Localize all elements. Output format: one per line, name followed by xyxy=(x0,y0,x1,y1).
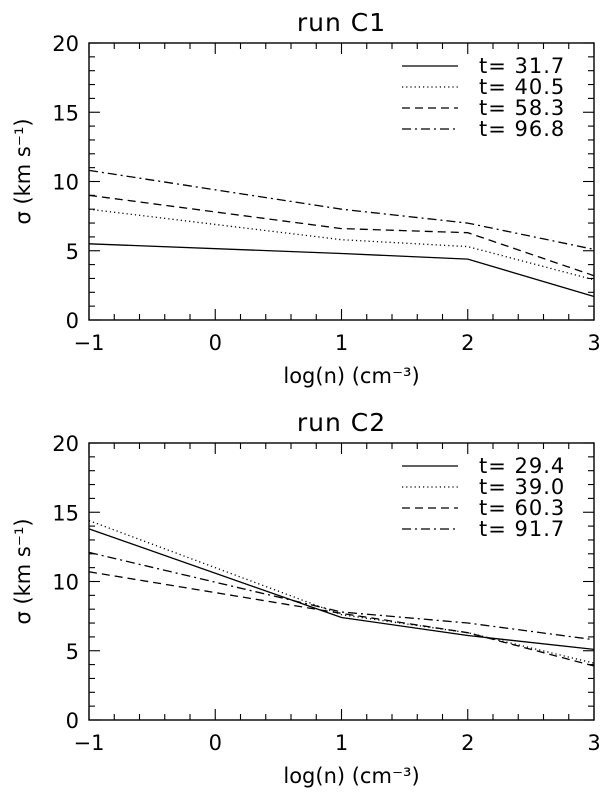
series-line-dashdot xyxy=(88,551,595,641)
x-tick-label: 0 xyxy=(209,731,222,755)
chart-title: run C2 xyxy=(297,408,386,437)
chart-title: run C1 xyxy=(297,8,386,37)
y-tick-label: 20 xyxy=(52,432,79,456)
x-tick-label: 2 xyxy=(461,731,474,755)
series-line-solid xyxy=(88,243,595,298)
x-axis-label: log(n) (cm⁻³) xyxy=(283,764,419,788)
y-axis-label: σ (km s⁻¹) xyxy=(11,518,35,624)
y-tick-label: 0 xyxy=(66,709,79,733)
y-tick-label: 5 xyxy=(66,640,79,664)
y-axis-label: σ (km s⁻¹) xyxy=(11,118,35,224)
legend-entry: t= 91.7 xyxy=(479,517,565,541)
x-tick-label: −1 xyxy=(74,731,105,755)
y-tick-label: 10 xyxy=(52,571,79,595)
series-line-dotted xyxy=(88,208,595,281)
y-tick-label: 15 xyxy=(52,101,79,125)
y-tick-label: 15 xyxy=(52,501,79,525)
legend-entry: t= 60.3 xyxy=(479,496,565,520)
legend-entry: t= 39.0 xyxy=(479,475,565,499)
series-line-dashed xyxy=(88,194,595,277)
x-tick-label: −1 xyxy=(74,331,105,355)
x-axis-label: log(n) (cm⁻³) xyxy=(283,364,419,388)
legend-entry: t= 58.3 xyxy=(479,96,565,120)
x-tick-label: 3 xyxy=(587,331,600,355)
y-tick-label: 5 xyxy=(66,240,79,264)
x-tick-label: 2 xyxy=(461,331,474,355)
legend-entry: t= 29.4 xyxy=(479,454,565,478)
x-tick-label: 1 xyxy=(335,731,348,755)
series-line-solid xyxy=(88,528,595,651)
series-line-dashed xyxy=(88,571,595,667)
y-tick-label: 10 xyxy=(52,171,79,195)
legend-entry: t= 31.7 xyxy=(479,54,565,78)
x-tick-label: 1 xyxy=(335,331,348,355)
series-line-dotted xyxy=(88,519,595,664)
legend-entry: t= 40.5 xyxy=(479,75,565,99)
y-tick-label: 20 xyxy=(52,32,79,56)
x-tick-label: 0 xyxy=(209,331,222,355)
legend-entry: t= 96.8 xyxy=(479,117,565,141)
series-line-dashdot xyxy=(88,169,595,251)
y-tick-label: 0 xyxy=(66,309,79,333)
x-tick-label: 3 xyxy=(587,731,600,755)
